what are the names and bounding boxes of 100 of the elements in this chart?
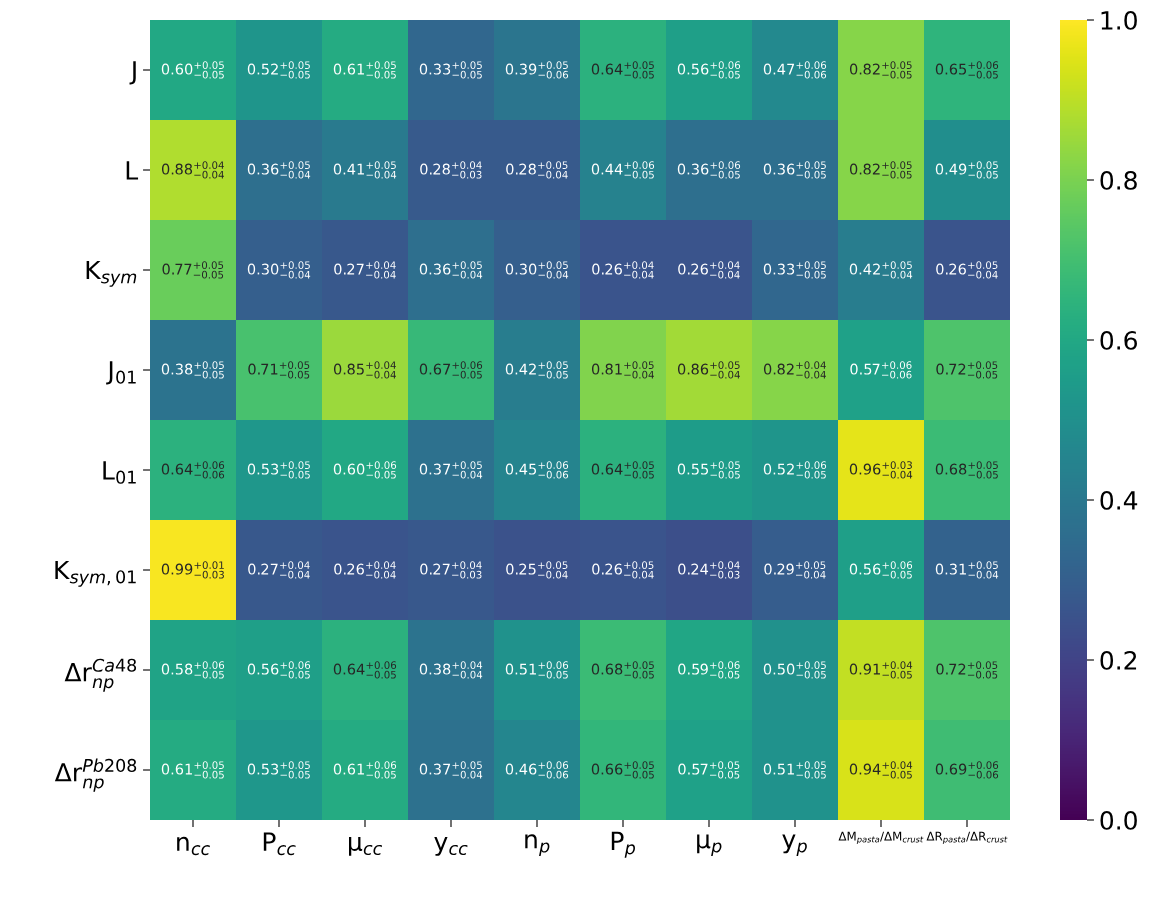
data-label: 0.68$^{+0.05}$$_{−0.05}$: [935, 461, 998, 479]
data-label: 0.60$^{+0.05}$$_{−0.05}$: [161, 61, 224, 79]
data-label: 0.82$^{+0.04}$$_{−0.04}$: [763, 361, 826, 379]
data-label: 0.33$^{+0.05}$$_{−0.05}$: [763, 261, 826, 279]
data-label: 0.31$^{+0.05}$$_{−0.04}$: [935, 561, 999, 579]
data-label: 0.52$^{+0.05}$$_{−0.05}$: [247, 61, 310, 79]
data-label: 0.64$^{+0.06}$$_{−0.06}$: [161, 461, 225, 479]
data-label: 0.42$^{+0.05}$$_{−0.05}$: [505, 361, 568, 379]
data-label: 0.39$^{+0.05}$$_{−0.06}$: [505, 61, 569, 79]
data-label: 0.26$^{+0.04}$$_{−0.04}$: [592, 261, 654, 279]
data-label: 0.27$^{+0.04}$$_{−0.03}$: [420, 561, 482, 579]
data-label: 0.56$^{+0.06}$$_{−0.05}$: [247, 661, 311, 679]
data-label: 0.36$^{+0.05}$$_{−0.04}$: [247, 161, 311, 179]
data-label: 0.59$^{+0.06}$$_{−0.05}$: [678, 661, 740, 679]
x-tick-label: n$_{p}$: [525, 834, 550, 856]
data-label: 0.52$^{+0.06}$$_{−0.05}$: [763, 461, 827, 479]
data-label: 0.61$^{+0.06}$$_{−0.05}$: [333, 761, 397, 779]
y-tick-label: L: [126, 161, 139, 180]
data-label: 0.68$^{+0.05}$$_{−0.05}$: [591, 661, 654, 679]
data-label: 0.38$^{+0.05}$$_{−0.05}$: [161, 361, 224, 379]
data-label: 0.99$^{+0.01}$$_{−0.03}$: [161, 561, 224, 579]
color-bar-label: 0.6: [1100, 330, 1137, 350]
data-label: 0.33$^{+0.05}$$_{−0.05}$: [419, 61, 482, 79]
data-label: 0.86$^{+0.05}$$_{−0.04}$: [677, 361, 740, 379]
data-label: 0.58$^{+0.06}$$_{−0.05}$: [161, 661, 225, 679]
data-label: 0.65$^{+0.06}$$_{−0.05}$: [935, 61, 999, 79]
data-label: 0.29$^{+0.05}$$_{−0.04}$: [764, 561, 826, 579]
x-tick-label: μ$_{cc}$: [349, 837, 383, 856]
data-label: 0.77$^{+0.05}$$_{−0.05}$: [162, 261, 224, 279]
data-label: 0.82$^{+0.05}$$_{−0.05}$: [849, 161, 912, 179]
x-tick-label: P$_{cc}$: [263, 832, 296, 856]
data-label: 0.30$^{+0.05}$$_{−0.04}$: [505, 261, 569, 279]
data-label: 0.55$^{+0.05}$$_{−0.05}$: [677, 461, 740, 479]
data-label: 0.28$^{+0.05}$$_{−0.04}$: [506, 161, 568, 179]
data-label: 0.72$^{+0.05}$$_{−0.05}$: [936, 661, 998, 679]
data-label: 0.41$^{+0.05}$$_{−0.04}$: [333, 161, 397, 179]
data-label: 0.36$^{+0.05}$$_{−0.04}$: [419, 261, 483, 279]
data-label: 0.94$^{+0.04}$$_{−0.05}$: [849, 761, 913, 779]
color-bar-label: 0.8: [1100, 170, 1137, 190]
data-label: 0.26$^{+0.04}$$_{−0.04}$: [678, 261, 740, 279]
data-label: 0.24$^{+0.04}$$_{−0.03}$: [678, 561, 740, 579]
data-label: 0.64$^{+0.05}$$_{−0.05}$: [591, 461, 654, 479]
data-label: 0.36$^{+0.06}$$_{−0.05}$: [677, 161, 741, 179]
data-label: 0.37$^{+0.05}$$_{−0.04}$: [419, 761, 483, 779]
data-label: 0.50$^{+0.05}$$_{−0.05}$: [763, 661, 826, 679]
data-label: 0.42$^{+0.05}$$_{−0.04}$: [849, 261, 913, 279]
x-tick-label: P$_{p}$: [611, 831, 635, 858]
data-label: 0.28$^{+0.04}$$_{−0.03}$: [420, 161, 482, 179]
x-tick-label: μ$_{p}$: [697, 834, 722, 856]
data-label: 0.56$^{+0.06}$$_{−0.05}$: [677, 61, 741, 79]
data-label: 0.66$^{+0.05}$$_{−0.05}$: [591, 761, 654, 779]
data-label: 0.45$^{+0.06}$$_{−0.06}$: [505, 461, 569, 479]
data-label: 0.46$^{+0.06}$$_{−0.06}$: [505, 761, 569, 779]
data-label: 0.47$^{+0.06}$$_{−0.06}$: [763, 61, 827, 79]
data-label: 0.61$^{+0.05}$$_{−0.05}$: [161, 761, 224, 779]
data-label: 0.88$^{+0.04}$$_{−0.04}$: [161, 161, 224, 179]
data-label: 0.53$^{+0.05}$$_{−0.05}$: [247, 761, 310, 779]
data-label: 0.60$^{+0.06}$$_{−0.05}$: [333, 461, 397, 479]
x-tick-label: ΔM$_{pasta}$/ΔM$_{crust}$: [838, 831, 924, 845]
data-label: 0.37$^{+0.05}$$_{−0.04}$: [419, 461, 483, 479]
x-tick-label: y$_{cc}$: [434, 837, 468, 856]
data-label: 0.82$^{+0.05}$$_{−0.05}$: [849, 61, 912, 79]
y-tick-label: K$_{sym,01}$: [55, 560, 136, 587]
y-tick-label: Δr$^{Ca48}$$_{np}$: [64, 658, 137, 692]
data-label: 0.25$^{+0.05}$$_{−0.04}$: [506, 561, 568, 579]
x-tick-label: y$_{p}$: [782, 834, 807, 856]
data-label: 0.64$^{+0.05}$$_{−0.05}$: [591, 61, 654, 79]
y-tick-label: Δr$^{Pb208}$$_{np}$: [54, 758, 137, 792]
color-bar-label: 0.4: [1100, 490, 1138, 510]
x-tick-label: n$_{cc}$: [177, 836, 210, 856]
data-label: 0.64$^{+0.06}$$_{−0.05}$: [333, 661, 397, 679]
data-label: 0.27$^{+0.04}$$_{−0.04}$: [248, 561, 310, 579]
data-label: 0.26$^{+0.05}$$_{−0.04}$: [936, 261, 998, 279]
data-label: 0.38$^{+0.04}$$_{−0.04}$: [419, 661, 483, 679]
data-label: 0.51$^{+0.05}$$_{−0.05}$: [763, 761, 826, 779]
x-tick-label: ΔR$_{pasta}$/ΔR$_{crust}$: [926, 831, 1008, 845]
y-tick-label: J: [129, 61, 136, 85]
color-bar-label: 1.0: [1101, 10, 1137, 30]
data-label: 0.56$^{+0.06}$$_{−0.05}$: [849, 561, 913, 579]
data-label: 0.51$^{+0.06}$$_{−0.05}$: [505, 661, 569, 679]
data-label: 0.85$^{+0.04}$$_{−0.04}$: [333, 361, 396, 379]
data-label: 0.69$^{+0.06}$$_{−0.06}$: [935, 761, 999, 779]
color-bar-label: 0.0: [1100, 810, 1137, 830]
data-label: 0.57$^{+0.05}$$_{−0.05}$: [678, 761, 740, 779]
data-label: 0.91$^{+0.04}$$_{−0.05}$: [849, 661, 913, 679]
data-label: 0.36$^{+0.05}$$_{−0.05}$: [763, 161, 826, 179]
data-label: 0.61$^{+0.05}$$_{−0.05}$: [333, 61, 396, 79]
data-label: 0.71$^{+0.05}$$_{−0.05}$: [248, 361, 310, 379]
data-label: 0.30$^{+0.05}$$_{−0.04}$: [247, 261, 311, 279]
data-label: 0.49$^{+0.05}$$_{−0.05}$: [935, 161, 998, 179]
y-tick-label: J$_{01}$: [106, 361, 136, 385]
data-label: 0.53$^{+0.05}$$_{−0.05}$: [247, 461, 310, 479]
data-label: 0.44$^{+0.06}$$_{−0.05}$: [591, 161, 655, 179]
color-bar-label: 0.2: [1100, 650, 1137, 670]
data-label: 0.27$^{+0.04}$$_{−0.04}$: [334, 261, 396, 279]
y-tick-label: K$_{sym}$: [86, 260, 137, 287]
data-label: 0.96$^{+0.03}$$_{−0.04}$: [849, 461, 913, 479]
data-label: 0.72$^{+0.05}$$_{−0.05}$: [936, 361, 998, 379]
data-label: 0.67$^{+0.06}$$_{−0.05}$: [419, 361, 483, 379]
data-label: 0.81$^{+0.05}$$_{−0.04}$: [591, 361, 654, 379]
